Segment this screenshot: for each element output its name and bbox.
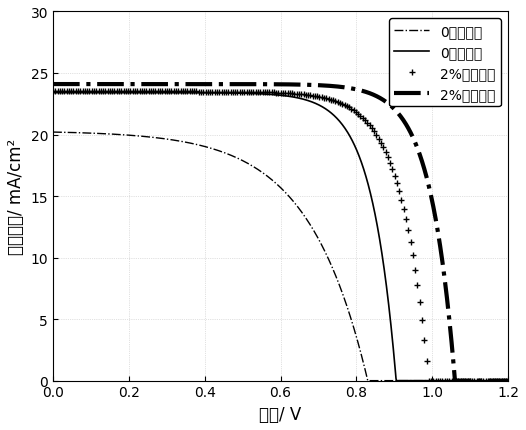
2%掺杂正扫 xyxy=(250,83,257,88)
0掺杂正扫 xyxy=(234,91,240,96)
0掺杂反扫 xyxy=(234,156,240,161)
0掺杂正扫 xyxy=(505,378,511,383)
2%掺杂反扫 xyxy=(234,90,240,95)
2%掺杂反扫 xyxy=(413,273,419,279)
0掺杂正扫 xyxy=(405,378,411,383)
2%掺杂反扫 xyxy=(50,89,56,95)
2%掺杂正扫 xyxy=(505,378,511,383)
2%掺杂反扫 xyxy=(505,378,511,383)
0掺杂正扫 xyxy=(393,378,400,383)
0掺杂反扫 xyxy=(413,378,420,383)
0掺杂正扫 xyxy=(250,92,257,97)
2%掺杂反扫 xyxy=(96,89,103,95)
2%掺杂正扫 xyxy=(96,82,103,87)
2%掺杂反扫 xyxy=(362,119,369,124)
2%掺杂正扫 xyxy=(50,82,56,87)
2%掺杂正扫 xyxy=(362,90,369,95)
Line: 0掺杂正扫: 0掺杂正扫 xyxy=(53,93,508,381)
2%掺杂正扫 xyxy=(404,126,411,131)
0掺杂反扫 xyxy=(250,165,257,170)
0掺杂反扫 xyxy=(362,369,369,374)
2%掺杂反扫 xyxy=(250,90,257,95)
Line: 2%掺杂正扫: 2%掺杂正扫 xyxy=(53,85,508,381)
2%掺杂反扫 xyxy=(404,226,411,231)
2%掺杂正扫 xyxy=(413,143,419,148)
2%掺杂正扫 xyxy=(234,82,240,87)
0掺杂正扫 xyxy=(362,173,369,178)
0掺杂正扫 xyxy=(96,91,103,96)
0掺杂反扫 xyxy=(405,378,411,383)
0掺杂正扫 xyxy=(413,378,420,383)
0掺杂反扫 xyxy=(96,132,103,137)
0掺杂反扫 xyxy=(50,130,56,135)
Y-axis label: 电流密度/ mA/cm²: 电流密度/ mA/cm² xyxy=(7,138,25,255)
X-axis label: 电压/ V: 电压/ V xyxy=(259,405,301,423)
2%掺杂正扫 xyxy=(452,378,458,383)
2%掺杂反扫 xyxy=(426,378,432,383)
0掺杂正扫 xyxy=(50,91,56,96)
Line: 0掺杂反扫: 0掺杂反扫 xyxy=(53,133,508,381)
0掺杂反扫 xyxy=(365,378,371,383)
Legend: 0掺杂反扫, 0掺杂正扫, 2%掺杂反扫, 2%掺杂正扫: 0掺杂反扫, 0掺杂正扫, 2%掺杂反扫, 2%掺杂正扫 xyxy=(389,19,501,107)
Line: 2%掺杂反扫: 2%掺杂反扫 xyxy=(50,89,511,384)
0掺杂反扫 xyxy=(505,378,511,383)
